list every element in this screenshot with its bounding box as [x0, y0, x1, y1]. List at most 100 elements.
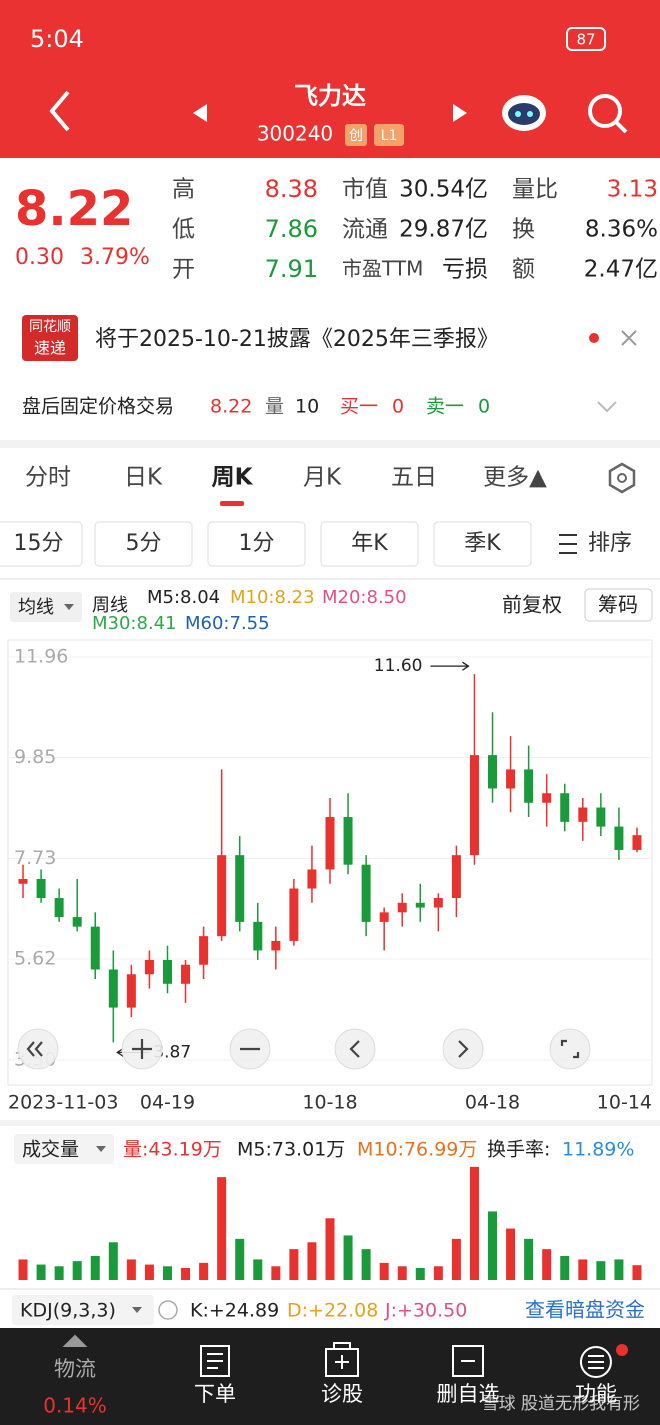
volume-bar [271, 1266, 281, 1280]
subtab[interactable]: 排序 [588, 531, 632, 556]
kdj-label[interactable]: KDJ(9,3,3) [20, 1300, 116, 1322]
stat-label: 开 [172, 257, 195, 283]
volume-bar [596, 1261, 606, 1280]
nav-label[interactable]: 诊股 [321, 1382, 363, 1406]
nav-icon[interactable] [580, 1346, 612, 1378]
tab[interactable]: 更多▲ [483, 465, 547, 491]
candle-body [235, 855, 245, 922]
y-tick-label: 5.62 [14, 948, 56, 970]
subtab[interactable]: 5分 [126, 531, 162, 556]
badge [345, 124, 367, 146]
candle-body [18, 878, 28, 884]
candle-body [632, 835, 642, 850]
close-icon[interactable] [621, 330, 637, 346]
candle-body [542, 793, 552, 803]
ma-dropdown[interactable] [10, 592, 82, 622]
chart-control-icon [458, 1040, 469, 1058]
after-hours-vol: 10 [295, 396, 319, 418]
search-icon[interactable] [588, 94, 628, 134]
volume-bar [325, 1218, 335, 1280]
volume-bar [253, 1259, 263, 1280]
x-tick-label: 04-18 [465, 1092, 520, 1114]
chart-control[interactable] [334, 1028, 376, 1070]
sort-icon [559, 534, 577, 554]
prev-icon[interactable] [193, 104, 207, 122]
after-hours-ask: 0 [478, 396, 490, 418]
notice-text[interactable]: 将于2025-10-21披露《2025年三季报》 [95, 327, 499, 352]
badge [374, 124, 404, 146]
candle-body [72, 917, 82, 927]
subtab-box[interactable] [94, 521, 193, 567]
candle-body [361, 864, 371, 922]
stat-value: 亏损 [442, 257, 488, 283]
subtab-box[interactable] [207, 521, 306, 567]
stat-label: 额 [512, 257, 535, 283]
subtab-box[interactable] [433, 521, 532, 567]
chart-control-icon [132, 1039, 152, 1059]
candle-body [289, 888, 299, 941]
candle-body [181, 964, 191, 984]
volume-bar [361, 1249, 371, 1280]
tab[interactable]: 日K [124, 465, 163, 491]
adjust-label[interactable]: 前复权 [502, 593, 562, 617]
y-tick-label: 9.85 [14, 746, 56, 768]
nav-label[interactable]: 物流 [54, 1357, 96, 1381]
stat-label: 量比 [512, 177, 558, 203]
ma-label[interactable]: 均线 [18, 597, 54, 618]
high-annotation: 11.60 [374, 656, 423, 676]
stat-value: 2.47亿 [584, 257, 658, 283]
y-tick-label: 11.96 [14, 646, 68, 668]
nav-label[interactable]: 功能 [575, 1382, 617, 1406]
settings-icon[interactable] [608, 462, 636, 494]
subtab-box[interactable] [0, 521, 83, 567]
nav-label[interactable]: 删自选 [437, 1382, 500, 1406]
tab[interactable]: 五日 [391, 465, 437, 491]
volume-label[interactable]: 成交量 [22, 1139, 79, 1161]
volume-dropdown[interactable] [14, 1134, 114, 1164]
chart-control[interactable] [549, 1028, 591, 1070]
volume-bar [90, 1256, 100, 1280]
candle-body [343, 817, 353, 865]
robot-icon[interactable] [502, 95, 546, 131]
kdj-dropdown[interactable] [12, 1295, 154, 1325]
subtab[interactable]: 季K [464, 531, 501, 556]
candle-body [596, 807, 606, 827]
nav-icon[interactable] [62, 1334, 88, 1347]
chart-control[interactable] [442, 1028, 484, 1070]
volume-bar [542, 1249, 552, 1280]
chart-control-icon [349, 1040, 360, 1058]
subtab[interactable]: 年K [351, 531, 388, 556]
expand-icon[interactable] [597, 401, 617, 413]
subtab[interactable]: 15分 [14, 531, 64, 556]
tab[interactable]: 周K [212, 465, 254, 491]
candle-body [36, 878, 46, 899]
candle-body [524, 769, 534, 803]
next-icon[interactable] [453, 104, 467, 122]
subtab[interactable]: 1分 [239, 531, 275, 556]
candle-body [307, 869, 317, 889]
divider [0, 1120, 660, 1126]
chart-control[interactable] [17, 1028, 59, 1070]
tab[interactable]: 分时 [25, 465, 71, 491]
nav-icon[interactable] [325, 1342, 359, 1377]
after-hours-vol-label: 量 [265, 396, 284, 418]
annotation-arrow [430, 661, 470, 671]
nav-label[interactable]: 下单 [194, 1382, 236, 1406]
back-icon[interactable] [49, 90, 70, 132]
after-hours-bid: 0 [392, 396, 404, 418]
candle-body [90, 926, 100, 970]
chips-label[interactable]: 筹码 [598, 593, 638, 617]
volume-bar [289, 1249, 299, 1280]
nav-icon[interactable] [452, 1345, 484, 1377]
chart-control-icon [560, 1039, 580, 1059]
subtab-box[interactable] [320, 521, 419, 567]
notify-dot [616, 1344, 628, 1356]
dark-pool-link[interactable]: 查看暗盘资金 [525, 1298, 645, 1322]
nav-icon[interactable] [200, 1345, 230, 1377]
brand-text: 速递 [34, 339, 66, 358]
candle-body [126, 974, 136, 1008]
tab[interactable]: 月K [303, 465, 342, 491]
chips-button[interactable] [584, 588, 653, 622]
